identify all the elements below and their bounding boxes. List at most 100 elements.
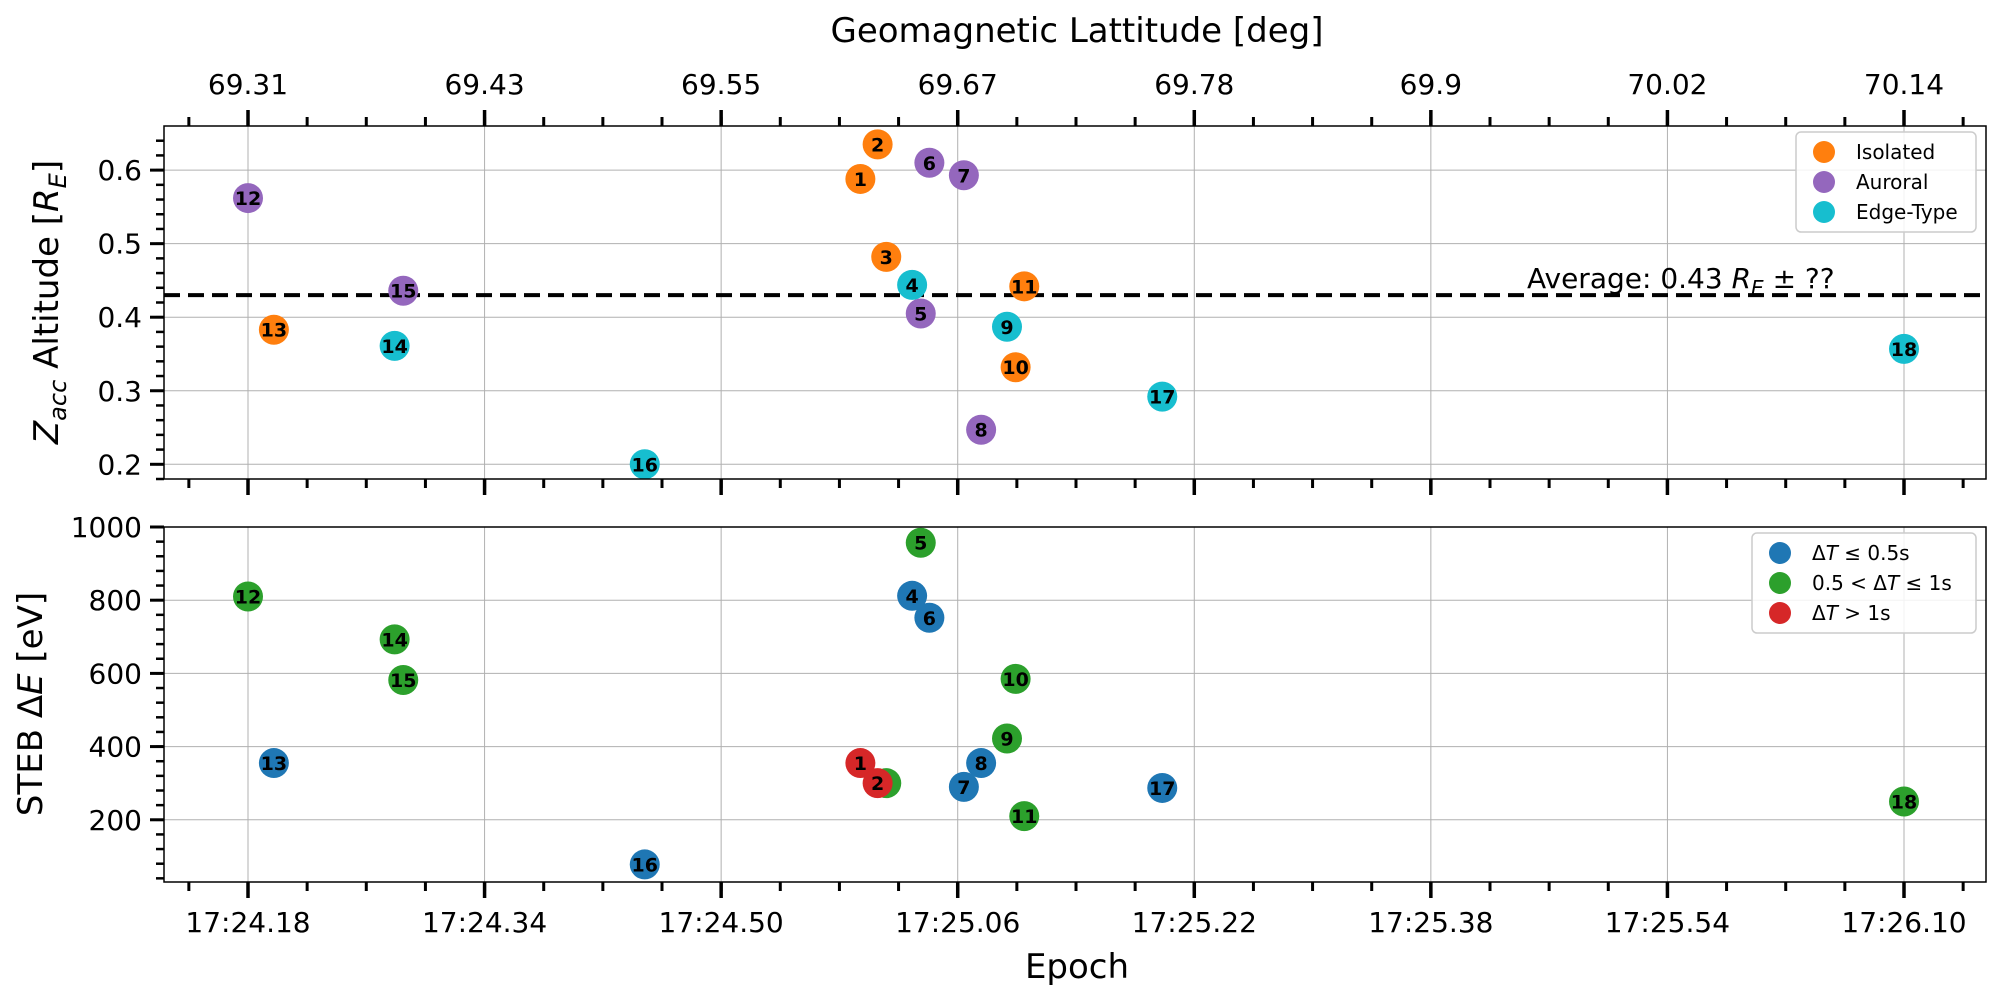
data-point-label: 3 [880, 247, 893, 269]
data-point-label: 12 [235, 587, 261, 609]
data-point-label: 5 [914, 533, 927, 555]
y-tick-label: 0.5 [97, 228, 142, 261]
energy-y-axis-title: STEB ΔE [eV] [11, 592, 51, 816]
top-tick-label: 69.31 [208, 68, 288, 101]
data-point [233, 581, 263, 612]
data-point-label: 17 [1149, 387, 1175, 409]
data-point-label: 14 [381, 629, 407, 651]
top-tick-label: 69.9 [1400, 68, 1462, 101]
data-point [897, 580, 928, 611]
data-point [1147, 381, 1178, 412]
y-tick-label: 600 [89, 657, 142, 690]
legend-label: ΔT > 1s [1812, 601, 1891, 625]
data-point-label: 1 [854, 169, 867, 191]
data-point [905, 298, 936, 329]
data-point-label: 12 [235, 188, 261, 210]
top-tick-label: 70.14 [1864, 68, 1944, 101]
altitude-panel-frame [163, 125, 1987, 480]
x-tick-label: 17:24.34 [422, 906, 547, 939]
data-point [948, 771, 979, 802]
data-point [233, 183, 263, 214]
x-tick-label: 17:25.54 [1605, 906, 1730, 939]
top-tick-label: 69.43 [444, 68, 524, 101]
legend-marker [1769, 542, 1791, 564]
data-point-label: 7 [957, 165, 970, 187]
data-point [1000, 352, 1031, 383]
data-point-label: 15 [390, 281, 416, 303]
data-point [966, 414, 997, 445]
data-point-label: 18 [1891, 791, 1917, 813]
data-point-label: 6 [923, 153, 936, 175]
data-point-label: 16 [632, 454, 658, 476]
y-tick-label: 400 [89, 731, 142, 764]
top-tick-label: 69.67 [918, 68, 998, 101]
y-tick-label: 800 [89, 584, 142, 617]
data-point-label: 14 [381, 336, 407, 358]
x-tick-label: 17:24.18 [185, 906, 310, 939]
y-tick-label: 0.3 [97, 375, 142, 408]
data-point [966, 748, 997, 779]
legend-label: ΔT ≤ 0.5s [1812, 541, 1910, 565]
data-point-label: 9 [1000, 729, 1013, 751]
altitude-legend: Isolated Auroral Edge-Type [1795, 131, 1977, 233]
top-tick-label: 69.78 [1154, 68, 1234, 101]
data-point [845, 748, 876, 779]
legend-label: Edge-Type [1856, 200, 1958, 224]
data-point [862, 129, 893, 160]
data-point [379, 330, 410, 361]
data-point [897, 269, 928, 300]
x-tick-label: 17:26.10 [1841, 906, 1966, 939]
energy-legend: ΔT ≤ 0.5s 0.5 < ΔT ≤ 1s ΔT > 1s [1751, 532, 1977, 634]
data-point [629, 849, 660, 880]
data-point [948, 160, 979, 191]
data-point [1889, 333, 1919, 364]
data-point-label: 2 [871, 134, 884, 156]
data-point [379, 624, 410, 655]
data-point [992, 723, 1022, 754]
data-point-label: 5 [914, 304, 927, 326]
top-axis-title: Geomagnetic Lattitude [deg] [830, 11, 1323, 51]
energy-panel: 467813161735910111214151812 200400600800… [11, 511, 1987, 939]
data-point [1000, 663, 1031, 694]
data-point-label: 2 [871, 773, 884, 795]
data-point-label: 13 [261, 320, 287, 342]
data-point-label: 13 [261, 753, 287, 775]
data-point [845, 163, 876, 194]
x-tick-label: 17:25.22 [1132, 906, 1257, 939]
legend-marker [1813, 171, 1835, 193]
y-tick-label: 0.6 [97, 154, 142, 187]
data-point [871, 241, 902, 272]
legend-label: 0.5 < ΔT ≤ 1s [1812, 571, 1952, 595]
data-point [258, 314, 289, 345]
x-tick-label: 17:25.06 [895, 906, 1020, 939]
data-point-label: 8 [975, 420, 988, 442]
data-point [1009, 801, 1040, 832]
x-tick-label: 17:24.50 [659, 906, 784, 939]
y-tick-label: 1000 [71, 511, 142, 544]
data-point [388, 275, 419, 306]
data-point [629, 449, 660, 480]
data-point [1147, 772, 1178, 803]
legend-label: Isolated [1856, 140, 1935, 164]
top-tick-label: 69.55 [681, 68, 761, 101]
data-point-label: 8 [975, 753, 988, 775]
data-point [992, 311, 1022, 342]
average-line-label: Average: 0.43 RE ± ?? [1527, 262, 1835, 300]
energy-panel-frame [163, 526, 1987, 883]
data-point-label: 10 [1002, 669, 1028, 691]
data-point [1009, 271, 1040, 302]
legend-label: Auroral [1856, 170, 1928, 194]
data-point [388, 664, 419, 695]
data-point-label: 7 [957, 777, 970, 799]
data-point-label: 9 [1000, 317, 1013, 339]
legend-marker [1769, 572, 1791, 594]
data-point [914, 147, 945, 178]
data-point-label: 4 [906, 586, 919, 608]
x-tick-label: 17:25.38 [1368, 906, 1493, 939]
legend-marker [1813, 141, 1835, 163]
data-point [1889, 786, 1919, 817]
top-tick-label: 70.02 [1627, 68, 1707, 101]
data-point-label: 16 [632, 854, 658, 876]
data-point-label: 1 [854, 753, 867, 775]
